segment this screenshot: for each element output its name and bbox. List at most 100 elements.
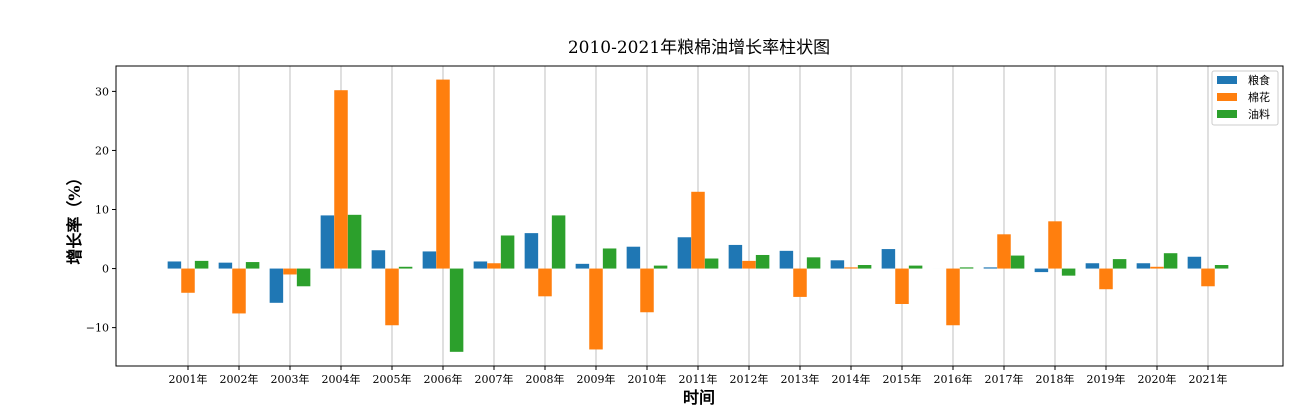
y-tick-label: 0 [102,263,109,276]
legend-swatch [1217,93,1237,101]
bar [245,262,260,269]
bar [1150,266,1164,269]
bar [538,268,552,297]
x-tick-label: 2019年 [1087,372,1126,386]
bar [857,265,872,269]
bar [269,268,284,303]
legend-swatch [1217,76,1237,84]
legend-label: 粮食 [1248,73,1270,87]
bar [296,268,311,287]
x-axis-label: 时间 [683,388,715,407]
bar [167,261,182,269]
bar [1048,221,1062,269]
bar [320,215,335,269]
ticks: 2001年 2002年 2003年 2004年 2005年 2006年 2007年 2008年… [86,85,1228,386]
bar [422,251,437,269]
x-tick-label: 2005年 [373,372,412,386]
bar [755,254,770,269]
bar [524,233,539,269]
bar [1085,263,1100,269]
x-tick-label: 2004年 [322,372,361,386]
x-tick-label: 2010年 [628,372,667,386]
legend-swatch [1217,110,1237,118]
bar [1187,256,1202,269]
bar [1136,263,1151,269]
x-tick-label: 2006年 [424,372,463,386]
plot-frame [115,65,1284,367]
bar [1163,253,1178,269]
bar [218,262,233,269]
bar [1061,268,1076,276]
legend-label: 油料 [1248,107,1270,121]
bar [194,260,209,269]
bar [385,268,399,326]
x-tick-label: 2015年 [883,372,922,386]
bar [436,79,450,269]
x-tick-label: 2002年 [220,372,259,386]
bar [347,214,362,269]
bar [653,265,668,269]
bar [704,258,719,269]
x-tick-label: 2021年 [1189,372,1228,386]
x-tick-label: 2013年 [781,372,820,386]
x-tick-label: 2012年 [730,372,769,386]
bar [1112,259,1127,269]
bar [983,267,998,269]
bar [806,257,821,269]
bar [640,268,654,313]
bar [1099,268,1113,290]
bar [779,250,794,269]
bar [473,261,488,269]
bar [895,268,909,304]
bar [575,263,590,269]
bar [500,235,515,269]
bar [371,250,386,269]
bar [334,90,348,269]
bar [844,267,858,269]
y-axis-label: 增长率（%） [65,169,84,264]
bar [742,260,756,269]
bar [551,215,566,269]
bar [691,191,705,269]
x-tick-label: 2020年 [1138,372,1177,386]
x-tick-label: 2009年 [577,372,616,386]
bar [1201,268,1215,287]
bar [283,268,297,275]
bar [830,260,845,269]
bar [449,268,464,352]
x-tick-label: 2014年 [832,372,871,386]
x-tick-label: 2007年 [475,372,514,386]
x-tick-label: 2017年 [985,372,1024,386]
bars [167,79,1229,352]
x-tick-label: 2018年 [1036,372,1075,386]
chart-title: 2010-2021年粮棉油增长率柱状图 [568,38,830,58]
legend-label: 棉花 [1248,90,1270,104]
bar [793,268,807,297]
y-tick-label: 10 [95,204,109,217]
bar [959,267,974,269]
y-tick-label: 20 [95,144,109,157]
x-tick-label: 2011年 [679,372,718,386]
y-tick-label: 30 [95,85,109,98]
bar [232,268,246,314]
bar [728,244,743,269]
bar [997,234,1011,269]
x-tick-label: 2001年 [169,372,208,386]
x-tick-label: 2008年 [526,372,565,386]
bar [1010,255,1025,269]
x-tick-label: 2016年 [934,372,973,386]
bar [677,237,692,269]
bar [908,265,923,269]
y-tick-label: −10 [86,322,109,335]
bar [626,246,641,269]
bar [602,248,617,269]
bar [1034,268,1049,273]
x-tick-label: 2003年 [271,372,310,386]
bar [589,268,603,350]
bar [946,268,960,326]
bar [181,268,195,293]
bar [398,266,413,269]
bar [487,263,501,269]
